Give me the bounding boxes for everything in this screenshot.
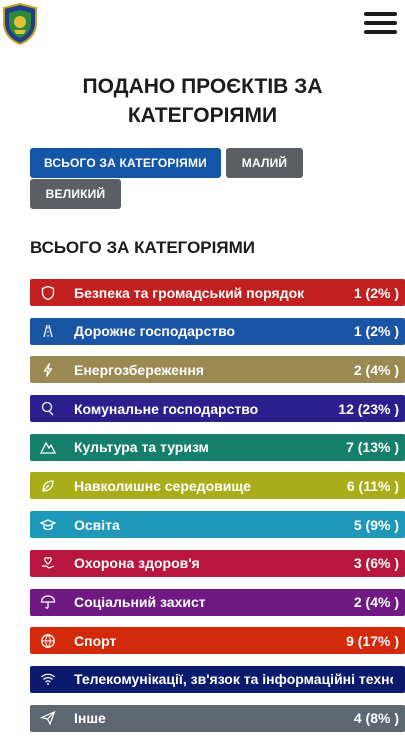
lightning-icon [38,356,58,383]
category-count: 1 (2% ) [353,284,399,301]
category-label: Соціальний захист [74,594,206,610]
category-count: 9 (17% ) [346,632,399,649]
leaf-icon [38,472,58,499]
category-row-social[interactable]: Соціальний захист 2 (4% ) [30,588,405,616]
paper-plane-icon [38,705,58,732]
hamburger-menu-icon[interactable] [364,12,397,36]
category-count: 3 (6% ) [353,555,399,572]
category-row-education[interactable]: Освіта 5 (9% ) [30,511,405,539]
category-label: Інше [74,710,106,727]
umbrella-icon [38,589,58,616]
utilities-icon [38,395,58,422]
category-label: Навколишнє середовище [74,477,251,494]
ball-icon [38,627,58,654]
category-label: Освіта [74,516,120,533]
category-row-sport[interactable]: Спорт 9 (17% ) [30,627,405,655]
category-count: 12 (23% ) [338,400,399,417]
category-label: Телекомунікації, зв'язок та інформаційні… [74,671,393,688]
wifi-icon [38,666,58,693]
filter-large-button[interactable]: ВЕЛИКИЙ [30,179,121,209]
filter-small-button[interactable]: МАЛИЙ [226,148,303,178]
mountains-icon [38,434,58,461]
category-row-environment[interactable]: Навколишнє середовище 6 (11% ) [30,472,405,500]
graduation-cap-icon [38,511,58,538]
category-label: Комунальне господарство [74,400,259,417]
filter-all-button[interactable]: ВСЬОГО ЗА КАТЕГОРІЯМИ [30,148,221,178]
category-count: 1 (2% ) [353,323,399,340]
category-row-utilities[interactable]: Комунальне господарство 12 (23% ) [30,395,405,423]
category-label: Спорт [74,632,117,649]
category-row-telecom[interactable]: Телекомунікації, зв'язок та інформаційні… [30,665,405,693]
category-label: Енергозбереження [74,361,204,378]
category-label: Охорона здоров'я [74,555,200,572]
category-row-security[interactable]: Безпека та громадський порядок 1 (2% ) [30,279,405,306]
category-count: 7 (13% ) [346,439,399,456]
category-count: 5 (9% ) [353,516,399,533]
page-title: ПОДАНО ПРОЄКТІВ ЗА КАТЕГОРІЯМИ [82,75,323,127]
header [0,0,405,50]
category-label: Безпека та громадський порядок [74,284,305,301]
category-label: Культура та туризм [74,439,209,456]
category-row-energy[interactable]: Енергозбереження 2 (4% ) [30,356,405,384]
heart-hand-icon [38,550,58,577]
category-count: 2 (4% ) [353,361,399,378]
category-count: 6 (11% ) [346,477,399,494]
category-row-health[interactable]: Охорона здоров'я 3 (6% ) [30,549,405,577]
road-icon [38,318,58,345]
category-row-roads[interactable]: Дорожнє господарство 1 (2% ) [30,317,405,345]
coat-of-arms-icon[interactable] [2,2,38,46]
category-label: Дорожнє господарство [74,323,236,340]
category-row-culture[interactable]: Культура та туризм 7 (13% ) [30,433,405,461]
shield-icon [38,279,58,306]
category-count: 4 (8% ) [353,710,399,727]
category-count: 2 (4% ) [353,594,399,610]
category-list: Безпека та громадський порядок 1 (2% ) Д… [30,279,405,740]
category-row-other[interactable]: Інше 4 (8% ) [30,704,405,732]
section-title: ВСЬОГО ЗА КАТЕГОРІЯМИ [30,238,255,257]
